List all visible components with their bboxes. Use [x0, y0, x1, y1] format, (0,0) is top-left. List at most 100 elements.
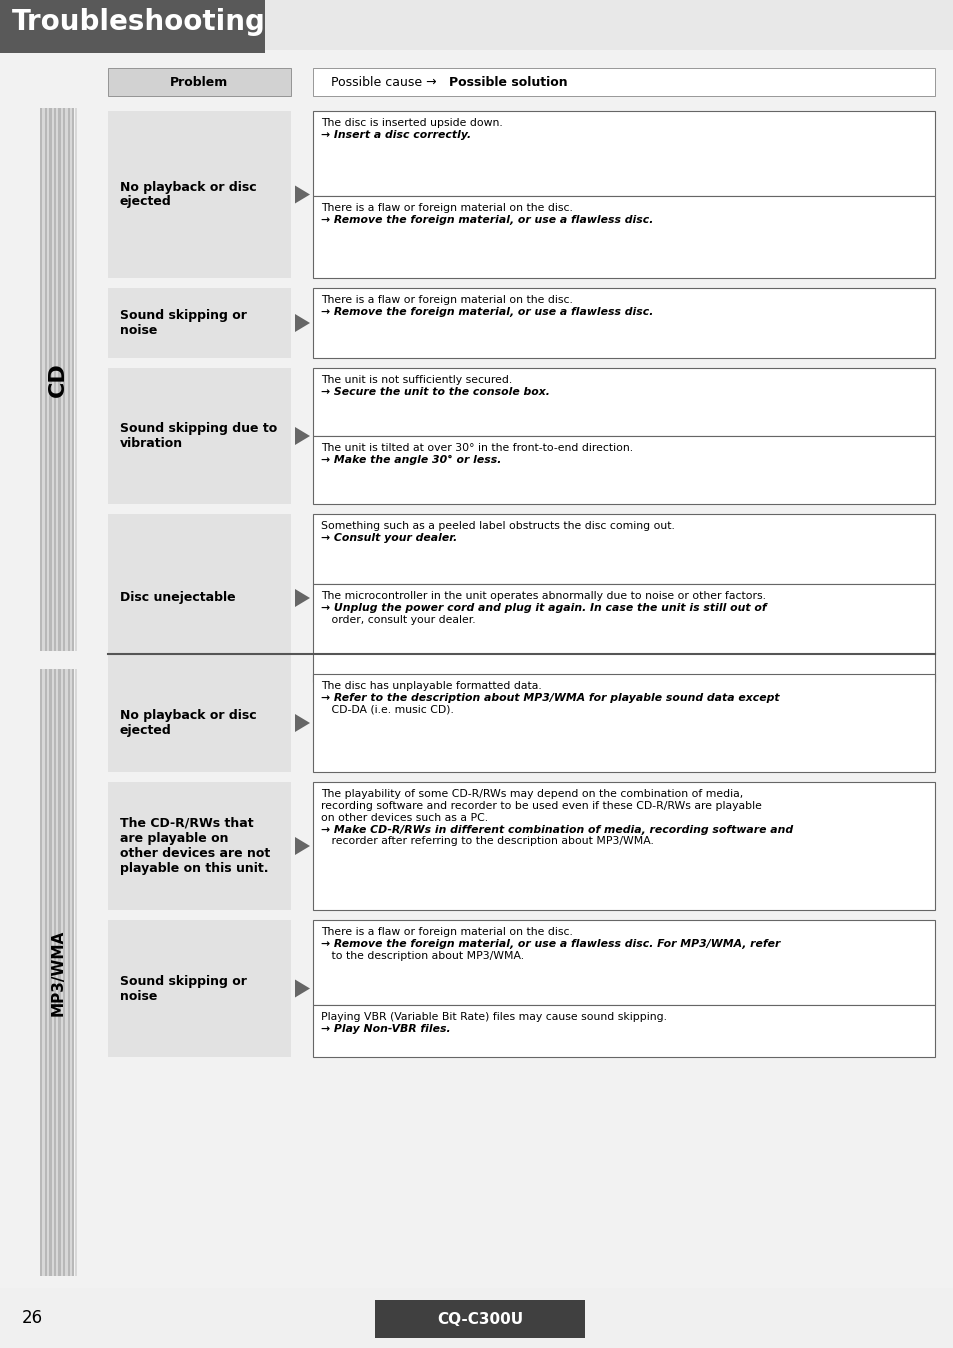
FancyBboxPatch shape [108, 368, 291, 504]
Text: The microcontroller in the unit operates abnormally due to noise or other factor: The microcontroller in the unit operates… [320, 590, 765, 601]
Text: order, consult your dealer.: order, consult your dealer. [320, 615, 476, 624]
FancyBboxPatch shape [50, 108, 51, 651]
Polygon shape [294, 714, 310, 732]
Text: → Unplug the power cord and plug it again. In case the unit is still out of: → Unplug the power cord and plug it agai… [320, 603, 766, 613]
Text: Sound skipping or
noise: Sound skipping or noise [120, 975, 247, 1003]
Polygon shape [294, 589, 310, 607]
Text: → Remove the foreign material, or use a flawless disc.: → Remove the foreign material, or use a … [320, 214, 653, 225]
Text: → Remove the foreign material, or use a flawless disc. For MP3/WMA, refer: → Remove the foreign material, or use a … [320, 938, 780, 949]
FancyBboxPatch shape [47, 108, 50, 651]
FancyBboxPatch shape [313, 195, 934, 278]
FancyBboxPatch shape [108, 111, 291, 278]
FancyBboxPatch shape [70, 108, 72, 651]
Text: → Make the angle 30° or less.: → Make the angle 30° or less. [320, 454, 501, 465]
FancyBboxPatch shape [0, 0, 265, 53]
Text: → Consult your dealer.: → Consult your dealer. [320, 532, 456, 543]
FancyBboxPatch shape [313, 1006, 934, 1057]
Polygon shape [294, 837, 310, 855]
FancyBboxPatch shape [51, 108, 53, 651]
FancyBboxPatch shape [70, 669, 72, 1277]
Text: There is a flaw or foreign material on the disc.: There is a flaw or foreign material on t… [320, 927, 572, 937]
FancyBboxPatch shape [313, 584, 934, 682]
Text: The unit is not sufficiently secured.: The unit is not sufficiently secured. [320, 375, 512, 386]
Text: There is a flaw or foreign material on the disc.: There is a flaw or foreign material on t… [320, 204, 572, 213]
FancyBboxPatch shape [313, 67, 934, 96]
FancyBboxPatch shape [74, 669, 77, 1277]
Text: recording software and recorder to be used even if these CD-R/RWs are playable: recording software and recorder to be us… [320, 801, 761, 811]
FancyBboxPatch shape [56, 669, 58, 1277]
Text: No playback or disc
ejected: No playback or disc ejected [120, 709, 256, 737]
FancyBboxPatch shape [63, 108, 65, 651]
FancyBboxPatch shape [108, 919, 291, 1057]
FancyBboxPatch shape [56, 108, 58, 651]
FancyBboxPatch shape [42, 108, 45, 651]
Text: → Remove the foreign material, or use a flawless disc.: → Remove the foreign material, or use a … [320, 307, 653, 317]
Text: The unit is tilted at over 30° in the front-to-end direction.: The unit is tilted at over 30° in the fr… [320, 443, 633, 453]
Text: The playability of some CD-R/RWs may depend on the combination of media,: The playability of some CD-R/RWs may dep… [320, 789, 742, 799]
Text: CQ-C300U: CQ-C300U [436, 1312, 522, 1326]
FancyBboxPatch shape [313, 288, 934, 359]
FancyBboxPatch shape [0, 0, 953, 1293]
Text: Something such as a peeled label obstructs the disc coming out.: Something such as a peeled label obstruc… [320, 520, 674, 531]
FancyBboxPatch shape [72, 669, 74, 1277]
FancyBboxPatch shape [68, 108, 70, 651]
FancyBboxPatch shape [50, 669, 51, 1277]
Text: Troubleshooting: Troubleshooting [12, 8, 266, 36]
FancyBboxPatch shape [58, 108, 61, 651]
Text: Problem: Problem [171, 75, 229, 89]
FancyBboxPatch shape [63, 669, 65, 1277]
Text: → Insert a disc correctly.: → Insert a disc correctly. [320, 129, 471, 140]
FancyBboxPatch shape [375, 1299, 584, 1339]
Polygon shape [294, 314, 310, 332]
Text: → Play Non-VBR files.: → Play Non-VBR files. [320, 1024, 450, 1034]
Text: CD-DA (i.e. music CD).: CD-DA (i.e. music CD). [320, 705, 454, 714]
Text: The disc has unplayable formatted data.: The disc has unplayable formatted data. [320, 681, 541, 692]
FancyBboxPatch shape [313, 111, 934, 195]
Text: → Secure the unit to the console box.: → Secure the unit to the console box. [320, 387, 549, 396]
Polygon shape [294, 980, 310, 998]
FancyBboxPatch shape [61, 108, 63, 651]
FancyBboxPatch shape [0, 1287, 953, 1348]
Text: The CD-R/RWs that
are playable on
other devices are not
playable on this unit.: The CD-R/RWs that are playable on other … [120, 817, 270, 875]
FancyBboxPatch shape [65, 669, 68, 1277]
Text: recorder after referring to the description about MP3/WMA.: recorder after referring to the descript… [320, 836, 653, 847]
Text: Possible cause →: Possible cause → [331, 75, 440, 89]
FancyBboxPatch shape [313, 674, 934, 772]
Text: Sound skipping due to
vibration: Sound skipping due to vibration [120, 422, 277, 450]
FancyBboxPatch shape [53, 669, 56, 1277]
Text: No playback or disc
ejected: No playback or disc ejected [120, 181, 256, 209]
Text: Playing VBR (Variable Bit Rate) files may cause sound skipping.: Playing VBR (Variable Bit Rate) files ma… [320, 1012, 666, 1022]
FancyBboxPatch shape [72, 108, 74, 651]
Text: 26: 26 [22, 1309, 43, 1326]
FancyBboxPatch shape [108, 514, 291, 682]
FancyBboxPatch shape [40, 669, 42, 1277]
Text: Disc unejectable: Disc unejectable [120, 592, 235, 604]
Text: → Refer to the description about MP3/WMA for playable sound data except: → Refer to the description about MP3/WMA… [320, 693, 779, 702]
Text: → Make CD-R/RWs in different combination of media, recording software and: → Make CD-R/RWs in different combination… [320, 825, 792, 834]
FancyBboxPatch shape [108, 782, 291, 910]
FancyBboxPatch shape [47, 669, 50, 1277]
FancyBboxPatch shape [53, 108, 56, 651]
Text: CD: CD [48, 363, 68, 396]
FancyBboxPatch shape [313, 514, 934, 584]
Text: Sound skipping or
noise: Sound skipping or noise [120, 309, 247, 337]
Text: Possible solution: Possible solution [449, 75, 567, 89]
FancyBboxPatch shape [58, 669, 61, 1277]
FancyBboxPatch shape [313, 435, 934, 504]
Text: to the description about MP3/WMA.: to the description about MP3/WMA. [320, 950, 523, 961]
Text: on other devices such as a PC.: on other devices such as a PC. [320, 813, 488, 822]
FancyBboxPatch shape [65, 108, 68, 651]
Text: The disc is inserted upside down.: The disc is inserted upside down. [320, 119, 502, 128]
FancyBboxPatch shape [313, 782, 934, 910]
FancyBboxPatch shape [0, 0, 953, 50]
FancyBboxPatch shape [313, 919, 934, 1006]
FancyBboxPatch shape [108, 67, 291, 96]
FancyBboxPatch shape [40, 108, 42, 651]
Polygon shape [294, 186, 310, 204]
FancyBboxPatch shape [313, 368, 934, 435]
FancyBboxPatch shape [61, 669, 63, 1277]
Polygon shape [294, 427, 310, 445]
FancyBboxPatch shape [74, 108, 77, 651]
FancyBboxPatch shape [51, 669, 53, 1277]
FancyBboxPatch shape [42, 669, 45, 1277]
